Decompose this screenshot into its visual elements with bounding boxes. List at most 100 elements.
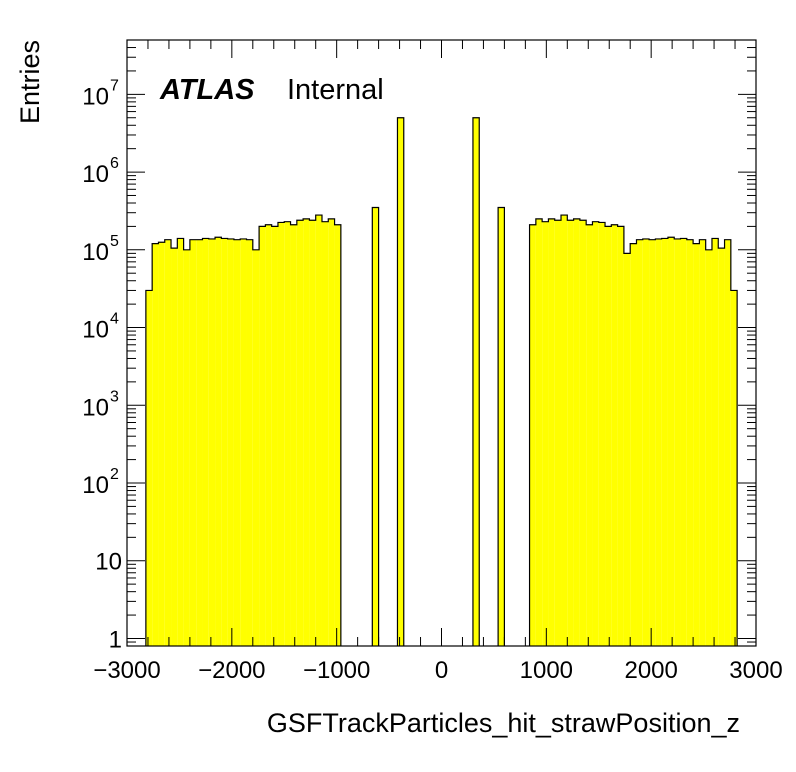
histogram-bar: [309, 220, 316, 646]
histogram-bar: [699, 239, 706, 646]
histogram-bar: [284, 221, 291, 646]
histogram-bar: [535, 218, 543, 646]
histogram-bar: [529, 224, 536, 646]
histogram-bar: [290, 224, 297, 646]
histogram-bar: [215, 237, 222, 646]
histogram-bar: [674, 238, 681, 646]
histogram-bar: [246, 239, 253, 646]
histogram-bar: [724, 239, 731, 646]
histogram-bar: [623, 253, 631, 646]
histogram-bar: [561, 215, 568, 646]
histogram-bar: [605, 226, 612, 646]
y-tick-exponent: 6: [110, 155, 119, 172]
histogram-bar: [177, 238, 184, 647]
histogram-bar: [303, 218, 310, 646]
histogram-bar: [498, 207, 505, 646]
x-tick-label: 3000: [729, 657, 782, 684]
histogram-bar: [567, 220, 574, 646]
x-tick-label: −3000: [93, 657, 160, 684]
histogram-bar: [617, 226, 624, 646]
histogram-bar: [208, 238, 216, 646]
y-tick-label: 10: [82, 394, 109, 421]
histogram-bar: [718, 248, 725, 647]
histogram-bar: [586, 224, 593, 646]
y-tick-label: 1: [109, 626, 122, 653]
histogram-bar: [252, 249, 260, 646]
histogram-bar: [573, 218, 580, 646]
histogram-bar: [145, 290, 153, 646]
y-tick-label: 10: [82, 239, 109, 266]
y-tick-exponent: 4: [110, 311, 119, 328]
histogram-outline: [145, 214, 342, 646]
y-tick-label: 10: [95, 549, 122, 576]
histogram-bar: [686, 239, 694, 646]
histogram-bar: [397, 117, 404, 646]
y-tick-exponent: 5: [110, 233, 119, 250]
histogram-bar: [328, 218, 335, 646]
histogram-bar: [183, 249, 190, 646]
histogram-bar: [636, 239, 643, 646]
x-axis-title: GSFTrackParticles_hit_strawPosition_z: [267, 708, 740, 738]
histogram-bar: [240, 238, 247, 646]
x-tick-label: 1000: [520, 657, 573, 684]
histogram-bar: [321, 221, 329, 646]
histogram-bar: [579, 220, 587, 646]
histogram-bar: [233, 239, 241, 646]
histogram-bar: [296, 220, 304, 646]
y-tick-exponent: 3: [110, 388, 119, 405]
histogram-bar: [171, 248, 178, 647]
histogram-bar: [189, 239, 197, 646]
histogram-bar: [592, 221, 599, 646]
histogram-bar: [630, 243, 637, 646]
histogram-bar: [667, 237, 675, 646]
histogram-bar: [259, 226, 266, 646]
x-tick-label: 0: [435, 657, 448, 684]
histogram-bar: [315, 215, 322, 646]
histogram-bar: [655, 238, 662, 646]
atlas-label: ATLAS: [159, 74, 255, 106]
histogram-outline: [472, 117, 480, 646]
histogram-bar: [711, 238, 719, 647]
histogram-bar: [152, 243, 159, 646]
histogram-bar: [164, 239, 172, 646]
internal-label: Internal: [287, 74, 384, 106]
histogram-bar: [705, 249, 712, 646]
histogram-bar: [372, 207, 379, 646]
y-tick-label: 10: [82, 472, 109, 499]
histogram-bar: [472, 117, 480, 646]
y-tick-exponent: 2: [110, 466, 119, 483]
histogram-outline: [396, 117, 405, 646]
histogram-bar: [277, 222, 285, 646]
histogram-bars: [145, 117, 738, 647]
histogram-bar: [611, 224, 618, 646]
histogram-bar: [554, 220, 562, 646]
histogram-bar: [598, 222, 606, 646]
histogram-bar: [693, 243, 700, 646]
histogram-bar: [680, 238, 687, 647]
histogram-bar: [548, 218, 555, 646]
y-tick-label: 10: [82, 161, 109, 188]
histogram-bar: [227, 238, 234, 646]
histogram-outline: [528, 214, 738, 646]
histogram-bar: [730, 290, 738, 646]
y-tick-exponent: 7: [110, 77, 119, 94]
histogram-bar: [642, 238, 650, 646]
axis-ticks: [126, 39, 757, 647]
y-axis-title: Entries: [15, 40, 45, 124]
x-tick-label: −2000: [198, 657, 265, 684]
y-tick-label: 10: [82, 317, 109, 344]
histogram-bar: [542, 221, 549, 646]
histogram-bar: [202, 238, 209, 647]
histogram-bar: [649, 239, 656, 646]
histogram-outline: [371, 206, 380, 646]
x-tick-label: −1000: [303, 657, 370, 684]
histogram-bar: [265, 224, 272, 646]
x-tick-labels: −3000 −2000 −1000 0 1000 2000 3000: [93, 657, 782, 684]
x-tick-label: 2000: [624, 657, 677, 684]
histogram-bar: [196, 239, 203, 646]
histogram-bar: [271, 226, 278, 646]
histogram-bar: [221, 238, 228, 647]
histogram-bar: [334, 224, 341, 646]
